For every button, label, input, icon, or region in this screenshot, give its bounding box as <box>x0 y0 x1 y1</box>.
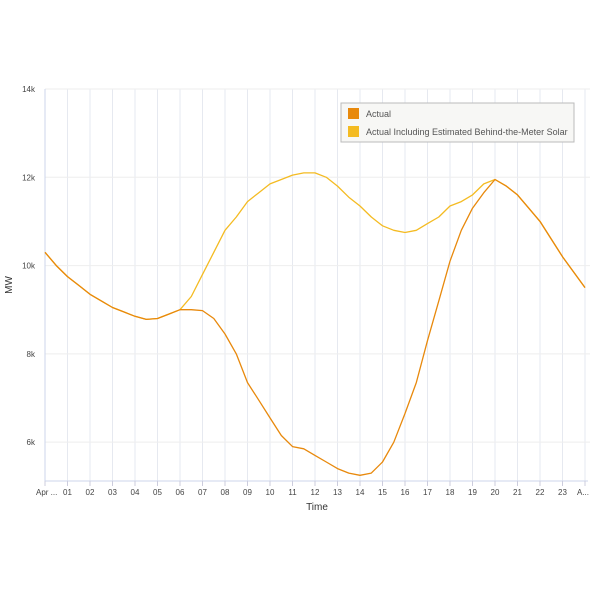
series-lines <box>44 172 586 476</box>
x-tick-label: 08 <box>221 488 230 497</box>
series-line-actual <box>44 178 586 476</box>
x-tick-label: 11 <box>288 488 297 497</box>
x-tick-label: 22 <box>536 488 545 497</box>
x-tick-label: 03 <box>108 488 117 497</box>
y-axis-title: MW <box>4 276 15 294</box>
x-tick-label: 16 <box>401 488 410 497</box>
grid <box>44 88 590 482</box>
x-tick-label: 18 <box>446 488 455 497</box>
legend-item-btm[interactable]: Actual Including Estimated Behind-the-Me… <box>366 127 568 137</box>
x-tick-label: 23 <box>558 488 567 497</box>
legend-swatch-actual <box>348 108 359 119</box>
legend-item-actual[interactable]: Actual <box>366 109 391 119</box>
x-tick-label: 04 <box>131 488 140 497</box>
x-tick-label: 20 <box>491 488 500 497</box>
x-tick-label: 13 <box>333 488 342 497</box>
x-tick-label: 12 <box>311 488 320 497</box>
y-tick-label: 10k <box>22 262 36 271</box>
x-tick-label: 06 <box>176 488 185 497</box>
x-tick-label: 21 <box>513 488 522 497</box>
legend-box <box>340 102 575 143</box>
y-axis: 6k 8k 10k 12k 14k <box>22 85 36 447</box>
x-axis: Apr ... 01 02 03 04 05 06 07 08 09 10 11 12 13 14 15 16 1… <box>36 481 589 497</box>
y-tick-label: 14k <box>22 85 36 94</box>
x-tick-label: 15 <box>378 488 387 497</box>
x-tick-label: 02 <box>86 488 95 497</box>
x-tick-label: 01 <box>63 488 72 497</box>
y-tick-label: 6k <box>27 438 36 447</box>
x-tick-label: 10 <box>266 488 275 497</box>
x-tick-label: 09 <box>243 488 252 497</box>
x-tick-label: 19 <box>468 488 477 497</box>
y-tick-label: 8k <box>27 350 36 359</box>
x-tick-label: A... <box>577 488 589 497</box>
x-axis-title: Time <box>306 502 328 513</box>
x-tick-label: 14 <box>356 488 365 497</box>
y-tick-label: 12k <box>22 173 36 182</box>
x-tick-label: 05 <box>153 488 162 497</box>
x-tick-label: 07 <box>198 488 207 497</box>
legend-swatch-btm <box>348 126 359 137</box>
x-tick-label: 17 <box>423 488 432 497</box>
x-tick-label: Apr ... <box>36 488 57 497</box>
legend[interactable]: Actual Actual Including Estimated Behind… <box>340 102 575 143</box>
